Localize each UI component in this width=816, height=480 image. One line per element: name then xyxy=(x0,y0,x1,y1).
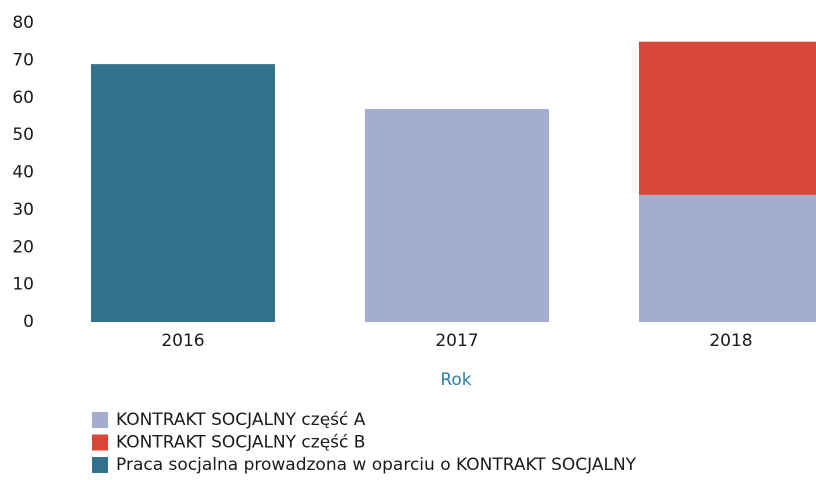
y-tick-label: 50 xyxy=(12,125,34,145)
y-tick-label: 0 xyxy=(23,312,34,332)
legend-label: KONTRAKT SOCJALNY część B xyxy=(116,433,365,453)
y-tick-label: 20 xyxy=(12,237,34,257)
y-tick-label: 30 xyxy=(12,200,34,220)
y-tick-label: 70 xyxy=(12,50,34,70)
y-tick-label: 60 xyxy=(12,88,34,108)
y-tick-label: 80 xyxy=(12,13,34,33)
legend-swatch xyxy=(92,412,108,428)
y-tick-label: 40 xyxy=(12,163,34,183)
y-tick-label: 10 xyxy=(12,275,34,295)
legend-label: Praca socjalna prowadzona w oparciu o KO… xyxy=(116,455,637,475)
x-tick-label: 2017 xyxy=(435,331,478,351)
x-tick-label: 2016 xyxy=(161,331,204,351)
legend-swatch xyxy=(92,457,108,473)
x-axis-label: Rok xyxy=(440,370,471,390)
bar-segment xyxy=(365,108,549,323)
legend-swatch xyxy=(92,434,108,451)
bar-segment xyxy=(639,194,816,322)
bar-segment xyxy=(639,41,816,195)
legend-label: KONTRAKT SOCJALNY część A xyxy=(116,410,366,430)
x-tick-label: 2018 xyxy=(709,331,752,351)
bar-segment xyxy=(91,64,275,323)
